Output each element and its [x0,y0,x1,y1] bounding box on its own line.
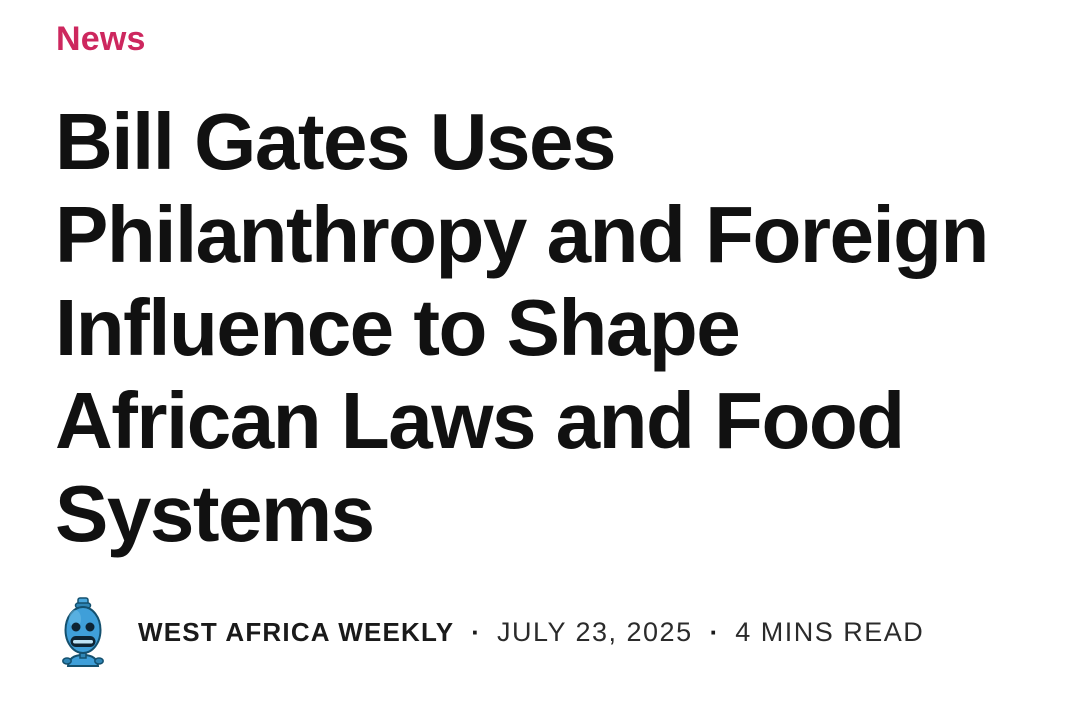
byline: WEST AFRICA WEEKLY · JULY 23, 2025 · 4 M… [58,597,924,667]
title-line-3: Influence to Shape [55,283,741,372]
author-name[interactable]: WEST AFRICA WEEKLY [138,616,455,647]
article-title: Bill Gates Uses Philanthropy and Foreign… [55,95,1045,560]
title-line-1: Bill Gates Uses [55,97,617,186]
title-line-5: Systems [55,469,375,558]
author-avatar-robot-icon[interactable] [58,597,108,667]
separator-dot: · [709,616,719,647]
category-link-news[interactable]: News [56,20,146,58]
publish-date: JULY 23, 2025 [496,616,693,647]
title-line-4: African Laws and Food [55,376,905,465]
separator-dot: · [471,616,480,647]
read-time: 4 MINS READ [735,616,925,647]
title-line-2: Philanthropy and Foreign [55,190,989,279]
